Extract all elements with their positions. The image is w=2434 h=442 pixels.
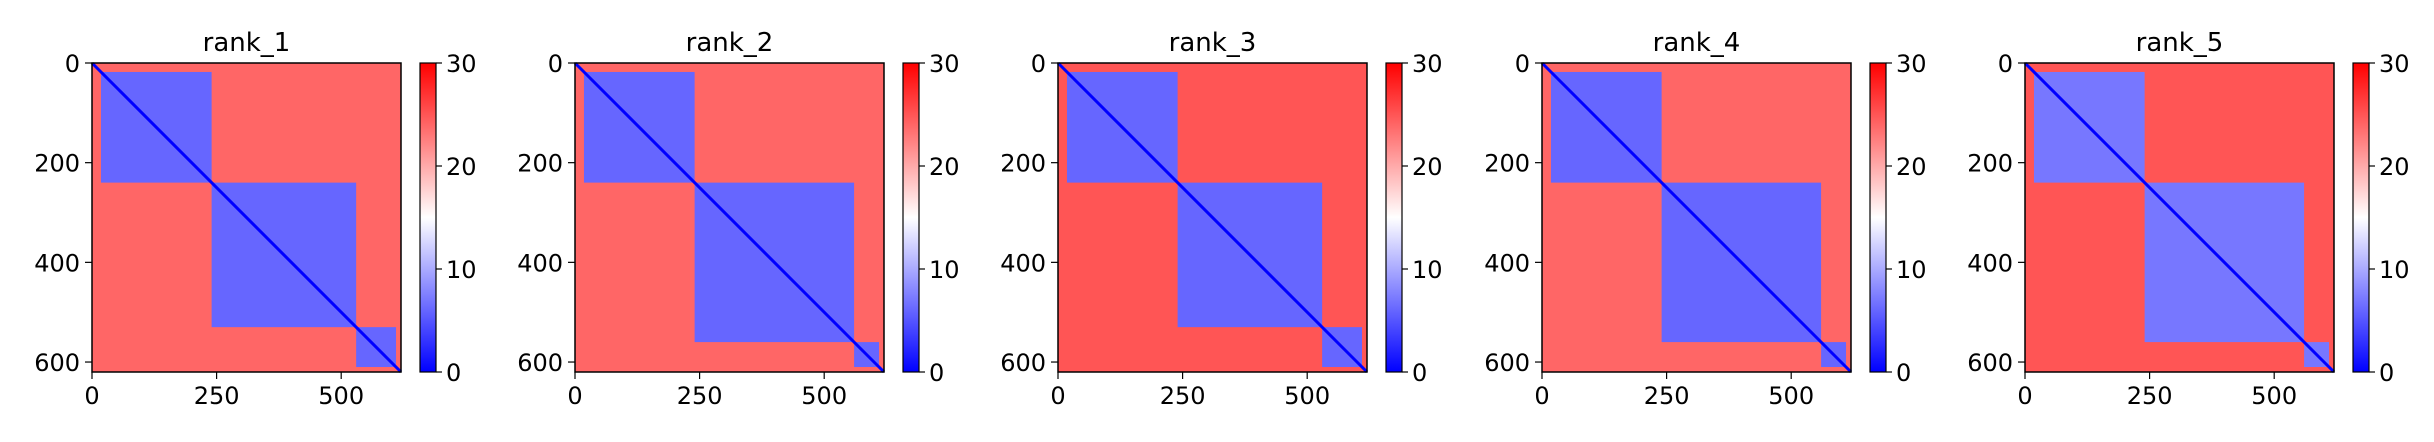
colorbar-tick-label: 30 xyxy=(929,50,960,78)
x-tick-label: 500 xyxy=(801,382,847,410)
chart-title: rank_3 xyxy=(1169,28,1257,58)
heatmap-diagonal xyxy=(2023,61,2336,374)
y-tick-label: 200 xyxy=(1484,150,1530,178)
colorbar-tick-label: 30 xyxy=(2379,50,2410,78)
chart-title: rank_2 xyxy=(686,28,774,58)
colorbar xyxy=(419,62,437,373)
y-tick-label: 200 xyxy=(34,150,80,178)
colorbar-tick-label: 10 xyxy=(2379,256,2410,284)
x-tick-label: 250 xyxy=(1644,382,1690,410)
x-tick-label: 250 xyxy=(1160,382,1206,410)
y-tick-label: 600 xyxy=(1000,349,1046,377)
heatmap-diagonal xyxy=(573,61,886,374)
axes-frame xyxy=(91,62,402,373)
y-tick-label: 0 xyxy=(1998,50,2013,78)
y-tick-label: 600 xyxy=(1967,349,2013,377)
colorbar-tick-label: 10 xyxy=(1412,256,1443,284)
colorbar-tick-label: 0 xyxy=(1896,359,1911,387)
y-tick-label: 400 xyxy=(1967,249,2013,277)
y-tick-label: 200 xyxy=(1967,150,2013,178)
y-tick-label: 600 xyxy=(34,349,80,377)
axes-frame xyxy=(1541,62,1852,373)
colorbar xyxy=(2352,62,2370,373)
x-tick-label: 0 xyxy=(1050,382,1065,410)
colorbar xyxy=(1869,62,1887,373)
x-tick-label: 0 xyxy=(2017,382,2032,410)
chart-title: rank_1 xyxy=(203,28,291,58)
heatmap-diagonal xyxy=(1056,61,1369,374)
colorbar-tick-label: 20 xyxy=(1412,153,1443,181)
y-tick-label: 200 xyxy=(1000,150,1046,178)
y-tick-label: 400 xyxy=(34,249,80,277)
colorbar-tick-label: 10 xyxy=(1896,256,1927,284)
y-tick-label: 600 xyxy=(1484,349,1530,377)
colorbar-tick-label: 0 xyxy=(2379,359,2394,387)
heatmap-diagonal xyxy=(90,61,403,374)
colorbar-tick-label: 30 xyxy=(446,50,477,78)
colorbar-tick-label: 30 xyxy=(1896,50,1927,78)
x-tick-label: 0 xyxy=(567,382,582,410)
x-tick-label: 250 xyxy=(677,382,723,410)
heatmap-diagonal xyxy=(1540,61,1853,374)
colorbar xyxy=(902,62,920,373)
y-tick-label: 0 xyxy=(65,50,80,78)
y-tick-label: 0 xyxy=(1515,50,1530,78)
colorbar-tick-label: 20 xyxy=(446,153,477,181)
colorbar-tick-label: 0 xyxy=(929,359,944,387)
x-tick-label: 250 xyxy=(2127,382,2173,410)
axes-frame xyxy=(574,62,885,373)
x-tick-label: 0 xyxy=(84,382,99,410)
colorbar-tick-label: 20 xyxy=(929,153,960,181)
colorbar-tick-label: 10 xyxy=(446,256,477,284)
chart-title: rank_4 xyxy=(1653,28,1741,58)
colorbar-tick-label: 30 xyxy=(1412,50,1443,78)
colorbar-tick-label: 20 xyxy=(1896,153,1927,181)
y-tick-label: 0 xyxy=(548,50,563,78)
y-tick-label: 200 xyxy=(517,150,563,178)
colorbar-tick-label: 10 xyxy=(929,256,960,284)
y-tick-label: 0 xyxy=(1031,50,1046,78)
colorbar xyxy=(1385,62,1403,373)
x-tick-label: 500 xyxy=(318,382,364,410)
colorbar-tick-label: 0 xyxy=(446,359,461,387)
colorbar-tick-label: 20 xyxy=(2379,153,2410,181)
x-tick-label: 500 xyxy=(1768,382,1814,410)
y-tick-label: 400 xyxy=(1000,249,1046,277)
y-tick-label: 400 xyxy=(517,249,563,277)
y-tick-label: 400 xyxy=(1484,249,1530,277)
axes-frame xyxy=(2024,62,2335,373)
chart-title: rank_5 xyxy=(2136,28,2224,58)
y-tick-label: 600 xyxy=(517,349,563,377)
x-tick-label: 0 xyxy=(1534,382,1549,410)
colorbar-tick-label: 0 xyxy=(1412,359,1427,387)
axes-frame xyxy=(1057,62,1368,373)
x-tick-label: 250 xyxy=(194,382,240,410)
x-tick-label: 500 xyxy=(1284,382,1330,410)
x-tick-label: 500 xyxy=(2251,382,2297,410)
